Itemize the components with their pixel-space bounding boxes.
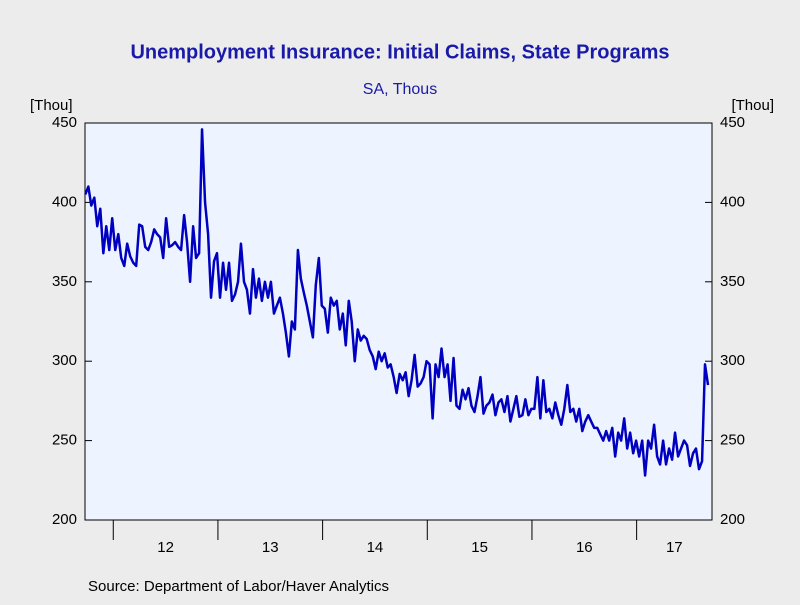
x-tick-label: 13 bbox=[262, 539, 279, 556]
y2-tick-label: 300 bbox=[720, 352, 745, 369]
x-tick-label: 17 bbox=[666, 539, 683, 556]
chart-subtitle: SA, Thous bbox=[363, 81, 437, 98]
y-tick-label: 400 bbox=[52, 193, 77, 210]
y2-tick-label: 400 bbox=[720, 193, 745, 210]
plot-area bbox=[84, 122, 713, 521]
y2-tick-label: 200 bbox=[720, 511, 745, 528]
x-tick-label: 14 bbox=[367, 539, 384, 556]
y-tick-label: 250 bbox=[52, 432, 77, 449]
y-tick-label: 200 bbox=[52, 511, 77, 528]
data-line bbox=[84, 128, 710, 477]
y-tick-label: 350 bbox=[52, 273, 77, 290]
y2-axis-label: [Thou] bbox=[731, 97, 774, 114]
y2-tick-label: 250 bbox=[720, 432, 745, 449]
x-tick-label: 15 bbox=[471, 539, 488, 556]
chart-title: Unemployment Insurance: Initial Claims, … bbox=[130, 41, 669, 63]
y2-tick-label: 350 bbox=[720, 273, 745, 290]
source-note: Source: Department of Labor/Haver Analyt… bbox=[88, 578, 389, 595]
y-tick-label: 300 bbox=[52, 352, 77, 369]
x-tick-label: 12 bbox=[157, 539, 174, 556]
y-axis-label: [Thou] bbox=[30, 97, 73, 114]
y-tick-label: 450 bbox=[52, 114, 77, 131]
x-tick-label: 16 bbox=[576, 539, 593, 556]
y2-tick-label: 450 bbox=[720, 114, 745, 131]
